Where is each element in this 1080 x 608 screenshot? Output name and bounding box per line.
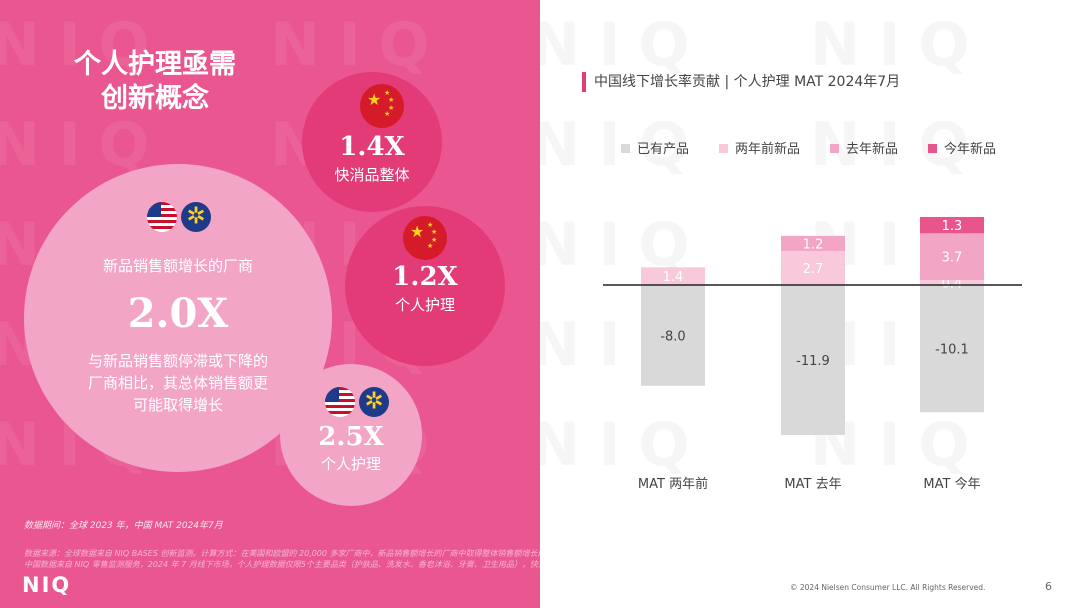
personal-care-global-circle [280, 364, 422, 506]
us-flag-icon [325, 387, 355, 417]
title-line-2: 创新概念 [101, 83, 209, 114]
legend-item-this-year: 今年新品 [928, 138, 996, 157]
legend-swatch [719, 144, 728, 153]
bar-segment [641, 267, 705, 285]
fmcg-label: 快消品整体 [334, 166, 410, 184]
page-number: 6 [1045, 580, 1052, 593]
niq-logo: NIQ [22, 573, 72, 597]
data-label: 0.4 [942, 276, 963, 291]
fmcg-value: 1.4X [339, 132, 405, 162]
watermark: NIQ [0, 110, 168, 180]
data-label: 1.4 [663, 270, 684, 285]
personal-care-china-label: 个人护理 [394, 296, 455, 314]
bar-segment [781, 250, 845, 285]
legend-item-last-year: 去年新品 [830, 138, 898, 157]
bar-segment [781, 285, 845, 435]
title-line-1: 个人护理亟需 [74, 49, 236, 80]
personal-care-global-label: 个人护理 [320, 455, 381, 473]
category-label: MAT 今年 [923, 476, 980, 492]
bar-segment [920, 279, 984, 285]
category-label: MAT 去年 [784, 477, 841, 492]
legend-label: 两年前新品 [735, 142, 801, 157]
desc-line-1: 与新品销售额停滞或下降的 [87, 352, 268, 370]
personal-care-global-value: 2.5X [318, 422, 384, 452]
bar-segment [781, 235, 845, 251]
big-circle-label: 新品销售额增长的厂商 [102, 257, 253, 275]
legend-swatch [621, 144, 630, 153]
legend-swatch [830, 144, 839, 153]
watermark: NIQ [0, 10, 168, 80]
legend-item-two-years-ago: 两年前新品 [719, 138, 800, 157]
big-circle-value: 2.0X [127, 290, 229, 337]
big-circle-description: 与新品销售额停滞或下降的 厂商相比，其总体销售额更 可能取得增长 [24, 350, 332, 416]
source-note: 数据来源：全球数据来自 NIQ BASES 创新监测。计算方式：在美国和欧盟的 … [24, 548, 944, 570]
legend-swatch [928, 144, 937, 153]
bar-segment [920, 216, 984, 234]
legend-label: 已有产品 [637, 142, 690, 157]
stacked-bar-chart: -8.0 1.4 MAT 两年前 -11.9 2.7 1.2 MAT 去年 -10.1 0.4 3… [603, 216, 1022, 492]
legend-label: 今年新品 [944, 142, 997, 157]
data-label: 1.3 [942, 219, 963, 234]
desc-line-2: 厂商相比，其总体销售额更 [87, 374, 268, 392]
eu-flag-icon: ✲ [181, 202, 211, 232]
china-flag-icon: ★ ★ ★ ★ ★ [403, 216, 447, 260]
data-label: 2.7 [803, 262, 824, 277]
category-label: MAT 两年前 [638, 476, 708, 492]
us-flag-icon [147, 202, 177, 232]
data-period-note: 数据期间：全球 2023 年，中国 MAT 2024年7月 [24, 521, 223, 531]
legend-label: 去年新品 [846, 142, 899, 157]
bar-segment [920, 233, 984, 280]
eu-flag-icon: ✲ [359, 387, 389, 417]
data-label: -10.1 [935, 343, 969, 358]
personal-care-china-value: 1.2X [392, 262, 458, 292]
data-label: -11.9 [796, 354, 830, 369]
page-title: 个人护理亟需 创新概念 [0, 48, 310, 116]
source-line-2: 中国数据来自 NIQ 零售监测服务，2024 年 7 月线下市场，个人护理数据仅… [24, 560, 741, 569]
watermark: NIQ [270, 10, 448, 80]
data-label: 1.2 [803, 237, 824, 252]
desc-line-3: 可能取得增长 [132, 396, 223, 414]
china-flag-icon: ★ ★ ★ ★ ★ [360, 84, 404, 128]
data-label: 3.7 [942, 251, 963, 266]
bar-segment [920, 285, 984, 413]
left-panel: NIQ NIQ NIQ NIQ NIQ NIQ NIQ NIQ NIQ NIQ … [0, 0, 540, 608]
chart-title: 中国线下增长率贡献 | 个人护理 MAT 2024年7月 [582, 72, 900, 92]
copyright: © 2024 Nielsen Consumer LLC. All Rights … [790, 583, 986, 592]
source-line-1: 数据来源：全球数据来自 NIQ BASES 创新监测。计算方式：在美国和欧盟的 … [24, 549, 812, 558]
bar-segment [641, 285, 705, 386]
data-label: -8.0 [660, 329, 685, 344]
legend-item-existing: 已有产品 [621, 138, 689, 157]
